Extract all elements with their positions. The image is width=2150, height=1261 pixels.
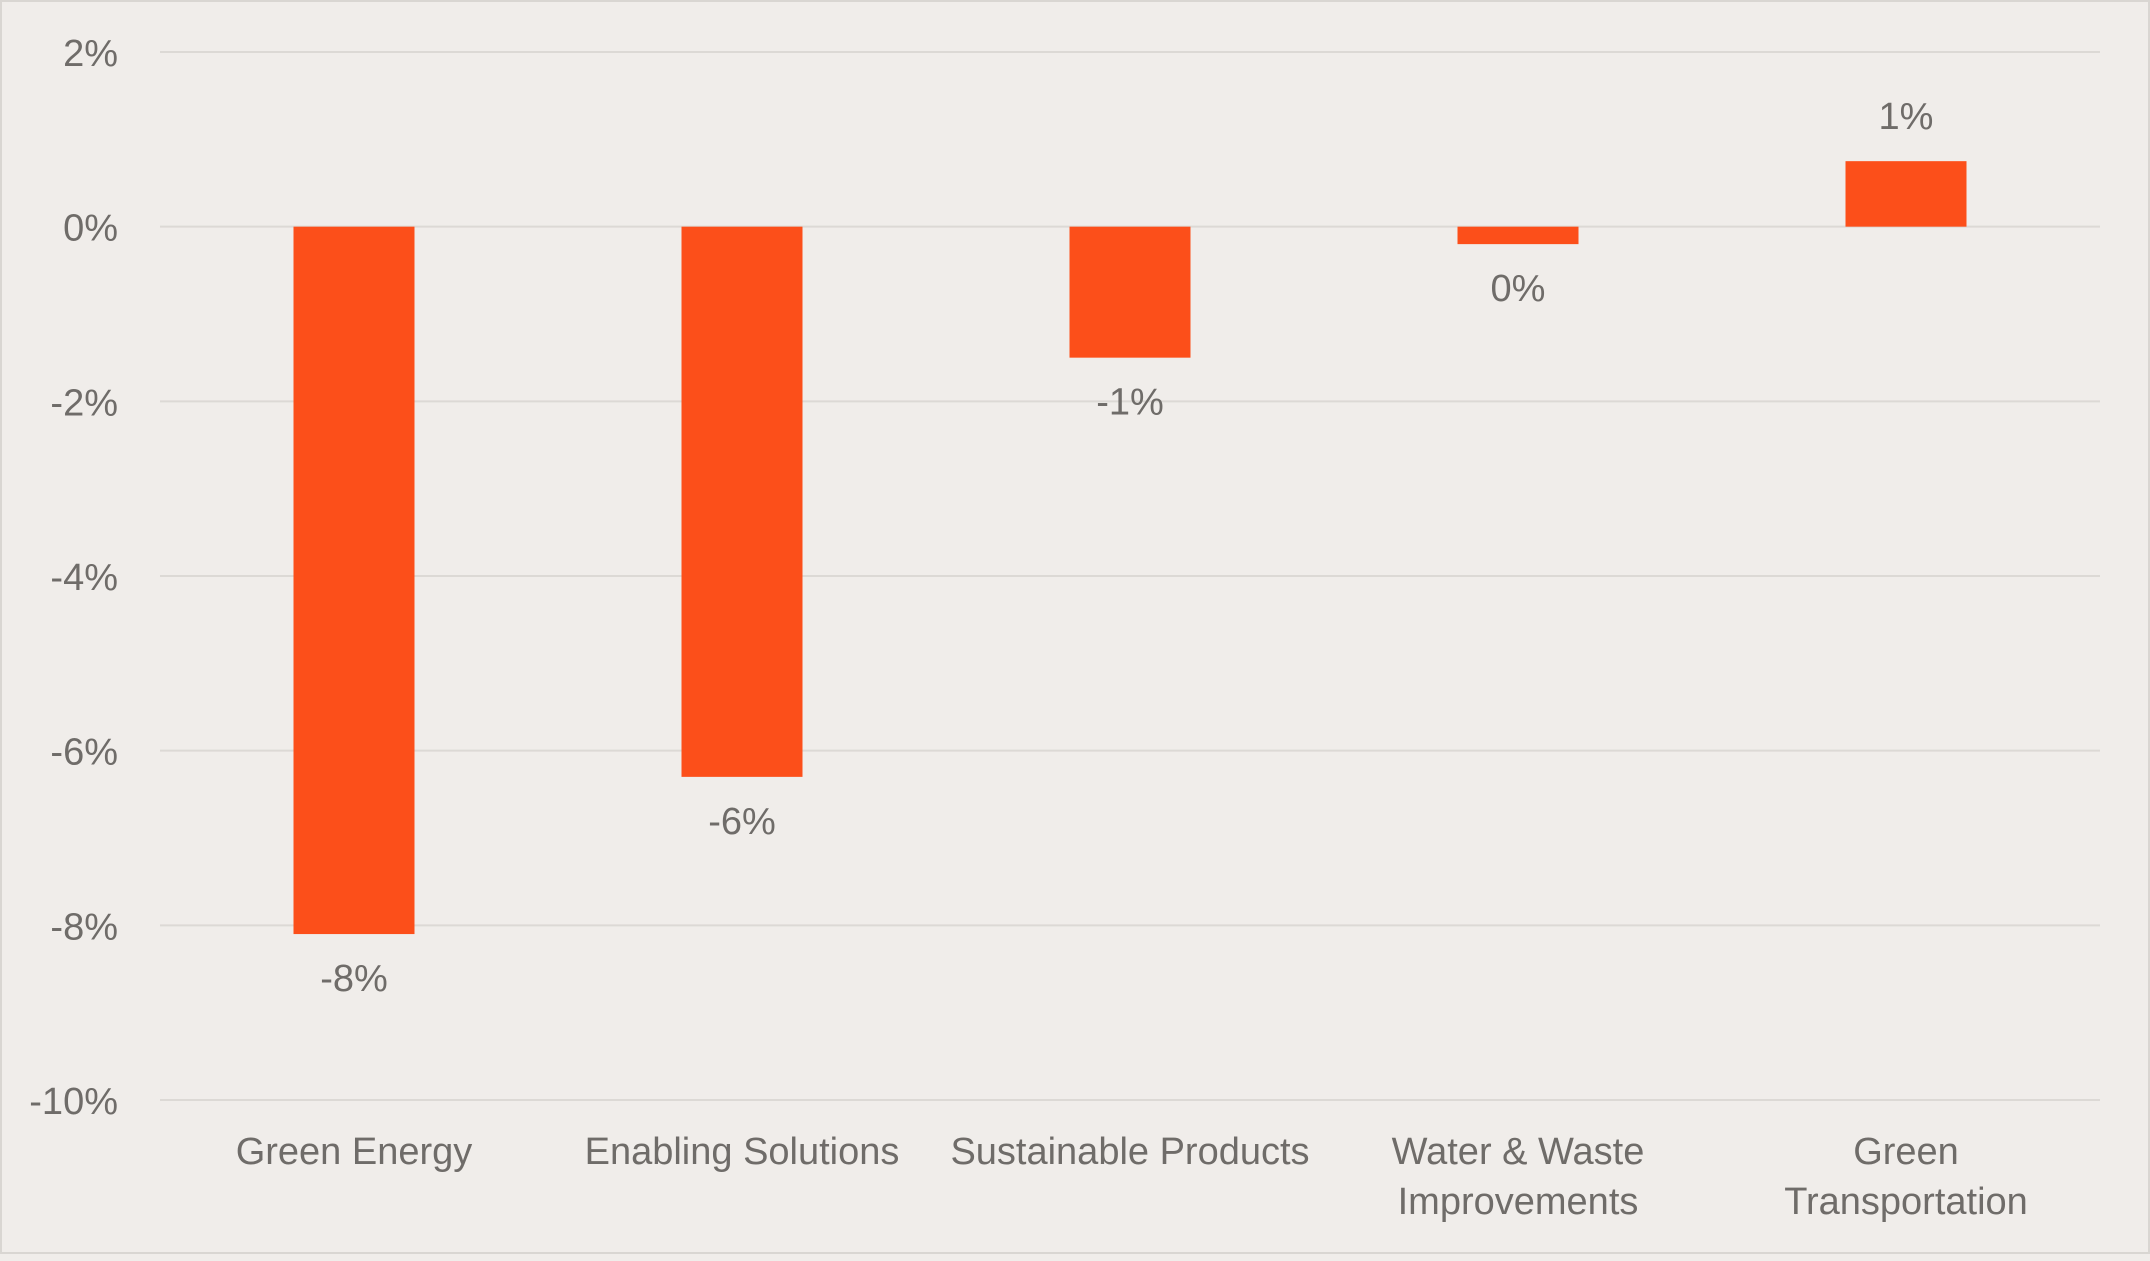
y-tick-label: -4% [50,557,118,599]
x-tick-label: Improvements [1398,1181,1639,1223]
bar [681,226,803,777]
x-tick-label: Water & Waste [1392,1131,1645,1173]
data-label: -6% [708,801,776,843]
x-tick-label: Green [1853,1131,1959,1173]
y-tick-label: -8% [50,906,118,948]
y-tick-label: -6% [50,732,118,774]
x-tick-label: Enabling Solutions [585,1131,900,1173]
y-tick-label: -10% [29,1081,118,1123]
bar [293,226,415,935]
y-tick-label: 0% [63,208,118,250]
data-label: -8% [320,958,388,1000]
y-tick-label: -2% [50,382,118,424]
bar [1845,161,1967,227]
data-label: -1% [1096,382,1164,424]
x-tick-label: Transportation [1784,1181,2028,1223]
y-tick-label: 2% [63,33,118,75]
data-label: 0% [1491,268,1546,310]
data-label: 1% [1879,96,1934,138]
bar [1457,226,1579,245]
bar [1069,226,1191,358]
x-tick-label: Green Energy [236,1131,473,1173]
x-tick-label: Sustainable Products [950,1131,1309,1173]
